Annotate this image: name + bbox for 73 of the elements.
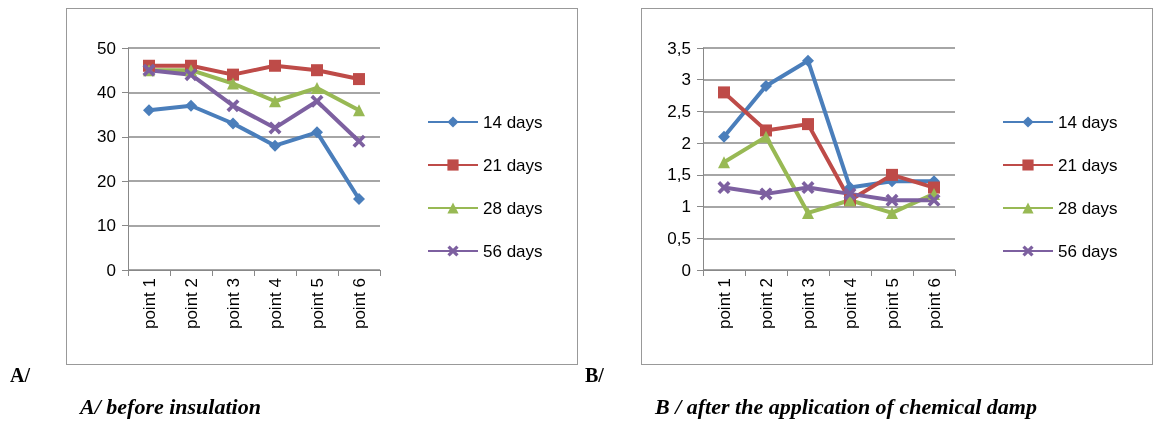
point (802, 54, 814, 67)
y-tick-label: 30 (97, 127, 116, 147)
legend-label: 28 days (483, 198, 543, 218)
point (353, 104, 365, 117)
y-tick-label: 3 (681, 70, 691, 90)
point (886, 206, 898, 219)
point (802, 206, 814, 219)
point (927, 193, 941, 207)
point (718, 130, 730, 143)
x-tick-label: point 2 (181, 278, 201, 330)
y-tick-label: 50 (97, 38, 116, 58)
text: A/ (10, 364, 30, 387)
y-tick-label: 1 (681, 197, 691, 217)
point (184, 68, 198, 82)
point (227, 68, 239, 81)
point (718, 86, 730, 99)
x-tick-label: point 1 (139, 278, 159, 330)
point (268, 121, 282, 135)
legend-label: 56 days (1058, 241, 1118, 261)
point (310, 94, 324, 108)
point (886, 168, 898, 181)
y-tick-label: 1,5 (667, 165, 691, 185)
legend-label: 28 days (1058, 198, 1118, 218)
point (353, 192, 365, 205)
point (227, 77, 239, 90)
legend-label: 14 days (483, 112, 543, 132)
x-tick-label: point 5 (882, 278, 902, 330)
legend-label: 14 days (1058, 112, 1118, 132)
point (717, 181, 731, 195)
x-tick-label: point 6 (349, 278, 369, 330)
y-tick-label: 10 (97, 216, 116, 236)
point (885, 193, 899, 207)
legend-label: 21 days (1058, 155, 1118, 175)
x-tick-label: point 3 (798, 278, 818, 330)
legend-label: 56 days (483, 241, 543, 261)
x-tick-label: point 4 (840, 278, 860, 330)
y-tick-label: 2,5 (667, 101, 691, 121)
point (311, 64, 323, 77)
point (185, 99, 197, 112)
y-tick-label: 0 (106, 260, 116, 280)
text: B/ (585, 364, 604, 387)
point (311, 126, 323, 139)
point (760, 130, 772, 143)
y-tick-label: 20 (97, 171, 116, 191)
point (143, 104, 155, 117)
point (269, 139, 281, 152)
point (227, 117, 239, 130)
x-tick-label: point 6 (924, 278, 944, 330)
y-tick-label: 40 (97, 82, 116, 102)
point (801, 181, 815, 195)
point (352, 134, 366, 148)
text: A/ before insulation (80, 394, 261, 420)
text: B / after the application of chemical damp (655, 394, 1037, 420)
y-tick-label: 2 (681, 133, 691, 153)
x-tick-label: point 3 (223, 278, 243, 330)
legend-label: 21 days (483, 155, 543, 175)
point (269, 59, 281, 72)
point (759, 187, 773, 201)
point (718, 156, 730, 169)
point (353, 73, 365, 86)
point (802, 118, 814, 131)
point (843, 187, 857, 201)
x-tick-label: point 5 (307, 278, 327, 330)
point (311, 81, 323, 94)
y-tick-label: 0,5 (667, 228, 691, 248)
y-tick-label: 3,5 (667, 38, 691, 58)
point (760, 80, 772, 93)
point (226, 99, 240, 113)
x-tick-label: point 2 (756, 278, 776, 330)
point (269, 95, 281, 108)
x-tick-label: point 4 (265, 278, 285, 330)
y-tick-label: 0 (681, 260, 691, 280)
x-tick-label: point 1 (714, 278, 734, 330)
